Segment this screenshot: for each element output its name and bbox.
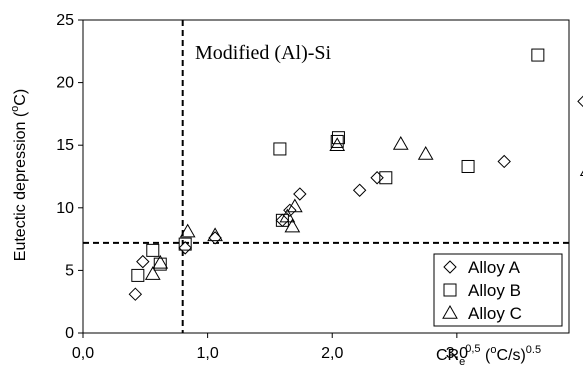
y-axis-title-tail: C): [12, 89, 29, 106]
y-tick-label: 0: [65, 325, 74, 342]
data-point-triangle: [284, 218, 301, 233]
data-point-square: [146, 243, 160, 257]
data-point-diamond: [352, 183, 367, 197]
data-point-diamond: [370, 171, 384, 185]
legend: Alloy A Alloy B Alloy C: [433, 253, 563, 327]
legend-label: Alloy B: [468, 281, 521, 300]
chart-annotation: Modified (Al)-Si: [195, 42, 332, 64]
data-point-diamond: [577, 95, 583, 108]
legend-label: Alloy C: [468, 304, 522, 323]
data-point-square: [379, 171, 393, 185]
y-axis-title-main: Eutectic depression (: [12, 111, 29, 261]
y-tick-label: 10: [56, 200, 74, 217]
x-tick-label: 1,0: [196, 345, 218, 362]
data-point-triangle: [179, 223, 196, 238]
data-point-triangle: [152, 254, 169, 269]
legend-marker-triangle: [442, 304, 458, 319]
x-axis-title-base: CR: [436, 347, 459, 364]
series-alloy-b: [131, 48, 545, 282]
data-point-triangle: [417, 145, 434, 160]
legend-marker-square: [443, 283, 457, 297]
reference-lines: [83, 20, 569, 333]
data-point-square: [461, 159, 475, 173]
x-tick-label: 0,0: [72, 345, 94, 362]
y-axis-title: Eutectic depression (oC): [9, 89, 29, 261]
plot-area-border: [82, 19, 570, 334]
y-tick-label: 20: [56, 75, 74, 92]
x-axis-title-unit-exponent: 0.5: [526, 344, 541, 356]
data-point-diamond: [128, 287, 143, 301]
x-axis-title-subscript: e: [459, 356, 465, 368]
data-point-triangle: [207, 227, 223, 242]
data-point-square: [331, 131, 345, 145]
data-point-square: [273, 142, 287, 156]
data-point-square: [531, 48, 545, 62]
x-axis-title-mid: (: [481, 347, 491, 364]
x-axis-title: CRe0,5 (oC/s)0.5: [436, 343, 541, 368]
x-axis-ticks: 0,0 1,0 2,0 3,0: [72, 333, 468, 362]
x-axis-title-exponent: 0,5: [465, 343, 480, 355]
y-tick-label: 25: [56, 12, 74, 29]
legend-marker-diamond: [443, 260, 457, 274]
data-point-triangle: [286, 198, 303, 213]
y-tick-label: 5: [65, 262, 74, 279]
x-tick-label: 2,0: [321, 345, 343, 362]
data-point-square: [330, 134, 344, 148]
data-point-triangle: [329, 137, 346, 151]
y-tick-label: 15: [56, 137, 74, 154]
x-tick-label: 3,0: [446, 345, 468, 362]
data-point-square: [131, 268, 145, 282]
data-point-diamond: [293, 187, 307, 201]
y-axis-ticks: 0 5 10 15 20 25: [56, 12, 83, 342]
data-point-triangle: [144, 266, 161, 280]
data-point-diamond: [136, 254, 150, 269]
legend-label: Alloy A: [468, 258, 521, 277]
y-axis-title-degree: o: [9, 106, 21, 112]
data-point-diamond: [497, 154, 511, 169]
x-axis-title-degree: o: [490, 344, 496, 356]
series-alloy-c: [144, 135, 583, 280]
x-axis-title-unit: C/s): [496, 347, 525, 364]
data-point-triangle: [392, 135, 409, 150]
data-point-square: [275, 213, 289, 227]
plot-frame: [82, 19, 570, 334]
data-point-diamond: [178, 241, 192, 255]
data-point-square: [153, 257, 167, 271]
data-markers: [128, 48, 583, 301]
data-point-diamond: [275, 213, 290, 228]
data-point-diamond: [208, 231, 222, 245]
data-point-diamond: [283, 203, 297, 218]
data-point-square: [178, 237, 192, 251]
data-point-triangle: [279, 208, 296, 223]
